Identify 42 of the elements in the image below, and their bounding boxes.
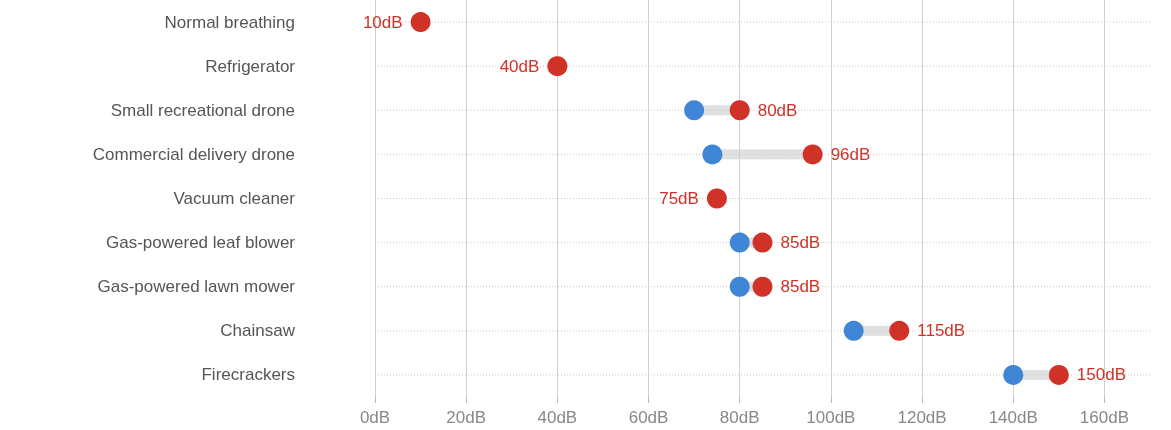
point bbox=[1003, 364, 1024, 385]
x-tick-label: 60dB bbox=[628, 408, 669, 427]
x-tick-label: 0dB bbox=[359, 408, 391, 427]
point bbox=[729, 100, 750, 121]
data-label: 40dB bbox=[499, 56, 540, 76]
point bbox=[729, 232, 750, 253]
y-tick-label: Firecrackers bbox=[201, 365, 295, 385]
data-label: 96dB bbox=[830, 144, 871, 164]
point bbox=[706, 188, 727, 209]
x-tick-label: 120dB bbox=[897, 408, 947, 427]
point bbox=[702, 144, 723, 165]
x-tick-label: 160dB bbox=[1079, 408, 1129, 427]
y-tick-label: Gas-powered leaf blower bbox=[106, 233, 296, 253]
point bbox=[752, 276, 773, 297]
data-label: 85dB bbox=[780, 233, 821, 253]
y-tick-label: Normal breathing bbox=[164, 12, 295, 32]
x-tick-label: 20dB bbox=[446, 408, 487, 427]
point bbox=[752, 232, 773, 253]
point bbox=[729, 276, 750, 297]
point bbox=[843, 320, 864, 341]
data-label: 80dB bbox=[757, 100, 798, 120]
y-tick-label: Commercial delivery drone bbox=[92, 144, 295, 164]
data-label: 115dB bbox=[917, 321, 966, 341]
data-label: 75dB bbox=[659, 189, 699, 208]
point bbox=[1048, 364, 1069, 385]
point bbox=[889, 320, 910, 341]
point bbox=[547, 56, 568, 77]
y-tick-label: Vacuum cleaner bbox=[173, 189, 296, 208]
y-tick-label: Chainsaw bbox=[220, 321, 296, 341]
point bbox=[410, 12, 431, 33]
x-tick-label: 140dB bbox=[988, 408, 1038, 427]
data-label: 150dB bbox=[1076, 365, 1126, 385]
x-tick-label: 80dB bbox=[719, 408, 760, 427]
data-label: 85dB bbox=[780, 277, 821, 297]
data-label: 10dB bbox=[362, 12, 403, 32]
x-tick-label: 40dB bbox=[537, 408, 578, 427]
point bbox=[802, 144, 823, 165]
x-tick-label: 100dB bbox=[806, 408, 856, 427]
y-tick-label: Refrigerator bbox=[205, 56, 296, 76]
point bbox=[684, 100, 705, 121]
y-tick-label: Small recreational drone bbox=[110, 100, 295, 120]
y-tick-label: Gas-powered lawn mower bbox=[97, 277, 296, 297]
